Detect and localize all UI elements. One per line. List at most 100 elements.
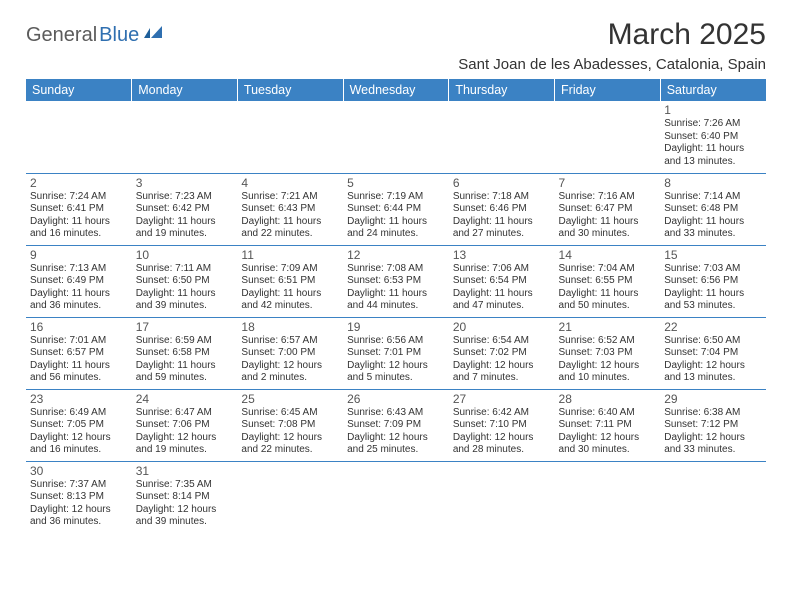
day-details: Sunrise: 7:35 AMSunset: 8:14 PMDaylight:… [136, 479, 234, 529]
daylight-line: Daylight: 11 hours and 19 minutes. [136, 216, 234, 241]
sunrise-line: Sunrise: 7:24 AM [30, 191, 128, 204]
daylight-line: Daylight: 12 hours and 22 minutes. [241, 432, 339, 457]
sunrise-line: Sunrise: 6:59 AM [136, 335, 234, 348]
calendar-cell: 14Sunrise: 7:04 AMSunset: 6:55 PMDayligh… [555, 245, 661, 317]
sunset-line: Sunset: 6:53 PM [347, 275, 445, 288]
day-number: 15 [664, 248, 762, 262]
sunrise-line: Sunrise: 6:38 AM [664, 407, 762, 420]
calendar-cell: 1Sunrise: 7:26 AMSunset: 6:40 PMDaylight… [660, 101, 766, 173]
day-details: Sunrise: 7:03 AMSunset: 6:56 PMDaylight:… [664, 263, 762, 313]
sunrise-line: Sunrise: 6:43 AM [347, 407, 445, 420]
day-details: Sunrise: 6:45 AMSunset: 7:08 PMDaylight:… [241, 407, 339, 457]
calendar-row: 23Sunrise: 6:49 AMSunset: 7:05 PMDayligh… [26, 389, 766, 461]
calendar-cell: 29Sunrise: 6:38 AMSunset: 7:12 PMDayligh… [660, 389, 766, 461]
day-details: Sunrise: 7:26 AMSunset: 6:40 PMDaylight:… [664, 118, 762, 168]
calendar-cell: 16Sunrise: 7:01 AMSunset: 6:57 PMDayligh… [26, 317, 132, 389]
sunset-line: Sunset: 7:03 PM [559, 347, 657, 360]
sunrise-line: Sunrise: 6:47 AM [136, 407, 234, 420]
sunrise-line: Sunrise: 7:35 AM [136, 479, 234, 492]
day-details: Sunrise: 7:11 AMSunset: 6:50 PMDaylight:… [136, 263, 234, 313]
sunrise-line: Sunrise: 7:08 AM [347, 263, 445, 276]
day-number: 7 [559, 176, 657, 190]
sunset-line: Sunset: 7:11 PM [559, 419, 657, 432]
day-number: 23 [30, 392, 128, 406]
weekday-header: Friday [555, 79, 661, 101]
day-number: 14 [559, 248, 657, 262]
day-number: 1 [664, 103, 762, 117]
calendar-cell [343, 461, 449, 533]
sunrise-line: Sunrise: 7:16 AM [559, 191, 657, 204]
calendar-cell [343, 101, 449, 173]
daylight-line: Daylight: 11 hours and 30 minutes. [559, 216, 657, 241]
daylight-line: Daylight: 11 hours and 53 minutes. [664, 288, 762, 313]
calendar-cell: 18Sunrise: 6:57 AMSunset: 7:00 PMDayligh… [237, 317, 343, 389]
sunrise-line: Sunrise: 6:45 AM [241, 407, 339, 420]
daylight-line: Daylight: 12 hours and 16 minutes. [30, 432, 128, 457]
location-subtitle: Sant Joan de les Abadesses, Catalonia, S… [458, 56, 766, 73]
daylight-line: Daylight: 12 hours and 33 minutes. [664, 432, 762, 457]
day-number: 16 [30, 320, 128, 334]
day-number: 2 [30, 176, 128, 190]
calendar-cell: 26Sunrise: 6:43 AMSunset: 7:09 PMDayligh… [343, 389, 449, 461]
daylight-line: Daylight: 12 hours and 10 minutes. [559, 360, 657, 385]
logo: General Blue [26, 18, 170, 47]
sunrise-line: Sunrise: 6:42 AM [453, 407, 551, 420]
calendar-cell: 15Sunrise: 7:03 AMSunset: 6:56 PMDayligh… [660, 245, 766, 317]
daylight-line: Daylight: 11 hours and 44 minutes. [347, 288, 445, 313]
calendar-cell [237, 101, 343, 173]
calendar-cell: 23Sunrise: 6:49 AMSunset: 7:05 PMDayligh… [26, 389, 132, 461]
day-details: Sunrise: 6:40 AMSunset: 7:11 PMDaylight:… [559, 407, 657, 457]
day-number: 22 [664, 320, 762, 334]
day-number: 20 [453, 320, 551, 334]
sunset-line: Sunset: 6:55 PM [559, 275, 657, 288]
calendar-row: 9Sunrise: 7:13 AMSunset: 6:49 PMDaylight… [26, 245, 766, 317]
calendar-row: 1Sunrise: 7:26 AMSunset: 6:40 PMDaylight… [26, 101, 766, 173]
logo-text-general: General [26, 24, 97, 47]
day-details: Sunrise: 7:09 AMSunset: 6:51 PMDaylight:… [241, 263, 339, 313]
sunrise-line: Sunrise: 7:19 AM [347, 191, 445, 204]
day-details: Sunrise: 6:38 AMSunset: 7:12 PMDaylight:… [664, 407, 762, 457]
sunrise-line: Sunrise: 7:21 AM [241, 191, 339, 204]
day-number: 31 [136, 464, 234, 478]
daylight-line: Daylight: 11 hours and 50 minutes. [559, 288, 657, 313]
logo-flag-icon [144, 24, 170, 47]
day-number: 10 [136, 248, 234, 262]
sunset-line: Sunset: 6:43 PM [241, 203, 339, 216]
sunset-line: Sunset: 6:58 PM [136, 347, 234, 360]
sunset-line: Sunset: 7:08 PM [241, 419, 339, 432]
day-number: 8 [664, 176, 762, 190]
calendar-cell: 6Sunrise: 7:18 AMSunset: 6:46 PMDaylight… [449, 173, 555, 245]
calendar-cell: 13Sunrise: 7:06 AMSunset: 6:54 PMDayligh… [449, 245, 555, 317]
daylight-line: Daylight: 12 hours and 5 minutes. [347, 360, 445, 385]
day-details: Sunrise: 7:23 AMSunset: 6:42 PMDaylight:… [136, 191, 234, 241]
day-details: Sunrise: 7:04 AMSunset: 6:55 PMDaylight:… [559, 263, 657, 313]
calendar-cell: 2Sunrise: 7:24 AMSunset: 6:41 PMDaylight… [26, 173, 132, 245]
calendar-row: 30Sunrise: 7:37 AMSunset: 8:13 PMDayligh… [26, 461, 766, 533]
sunset-line: Sunset: 6:49 PM [30, 275, 128, 288]
daylight-line: Daylight: 12 hours and 39 minutes. [136, 504, 234, 529]
calendar-body: 1Sunrise: 7:26 AMSunset: 6:40 PMDaylight… [26, 101, 766, 533]
sunset-line: Sunset: 7:01 PM [347, 347, 445, 360]
calendar-cell: 19Sunrise: 6:56 AMSunset: 7:01 PMDayligh… [343, 317, 449, 389]
day-details: Sunrise: 7:14 AMSunset: 6:48 PMDaylight:… [664, 191, 762, 241]
calendar-cell: 5Sunrise: 7:19 AMSunset: 6:44 PMDaylight… [343, 173, 449, 245]
sunrise-line: Sunrise: 7:26 AM [664, 118, 762, 131]
sunrise-line: Sunrise: 6:49 AM [30, 407, 128, 420]
sunrise-line: Sunrise: 7:37 AM [30, 479, 128, 492]
calendar-cell: 8Sunrise: 7:14 AMSunset: 6:48 PMDaylight… [660, 173, 766, 245]
daylight-line: Daylight: 11 hours and 16 minutes. [30, 216, 128, 241]
sunrise-line: Sunrise: 7:18 AM [453, 191, 551, 204]
calendar-cell: 31Sunrise: 7:35 AMSunset: 8:14 PMDayligh… [132, 461, 238, 533]
weekday-header: Wednesday [343, 79, 449, 101]
sunset-line: Sunset: 6:51 PM [241, 275, 339, 288]
day-number: 25 [241, 392, 339, 406]
calendar-cell: 9Sunrise: 7:13 AMSunset: 6:49 PMDaylight… [26, 245, 132, 317]
day-details: Sunrise: 6:52 AMSunset: 7:03 PMDaylight:… [559, 335, 657, 385]
daylight-line: Daylight: 11 hours and 39 minutes. [136, 288, 234, 313]
daylight-line: Daylight: 12 hours and 7 minutes. [453, 360, 551, 385]
sunrise-line: Sunrise: 7:06 AM [453, 263, 551, 276]
calendar-cell [555, 461, 661, 533]
calendar-cell: 25Sunrise: 6:45 AMSunset: 7:08 PMDayligh… [237, 389, 343, 461]
day-number: 6 [453, 176, 551, 190]
day-details: Sunrise: 6:54 AMSunset: 7:02 PMDaylight:… [453, 335, 551, 385]
